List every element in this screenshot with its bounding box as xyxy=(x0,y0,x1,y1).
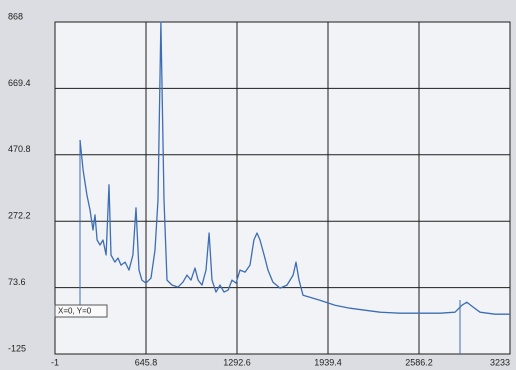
y-tick-label: 868 xyxy=(8,11,23,21)
x-tick-label: 645.8 xyxy=(135,357,158,367)
plot-area xyxy=(55,22,510,354)
chart: X=0, Y=0 -125 73.6 272.2 470.8 669.4 868 -1 645… xyxy=(0,0,516,370)
x-tick-label: -1 xyxy=(51,357,59,367)
y-tick-label: 73.6 xyxy=(8,277,26,287)
x-tick-label: 2586.2 xyxy=(405,357,433,367)
y-tick-label: 669.4 xyxy=(8,78,31,88)
tooltip-text: X=0, Y=0 xyxy=(58,307,92,316)
x-tick-label: 1939.4 xyxy=(314,357,342,367)
y-tick-label: 470.8 xyxy=(8,144,31,154)
x-tick-label: 3233 xyxy=(490,357,510,367)
x-tick-label: 1292.6 xyxy=(223,357,251,367)
y-tick-label: -125 xyxy=(8,343,26,353)
y-tick-label: 272.2 xyxy=(8,211,31,221)
